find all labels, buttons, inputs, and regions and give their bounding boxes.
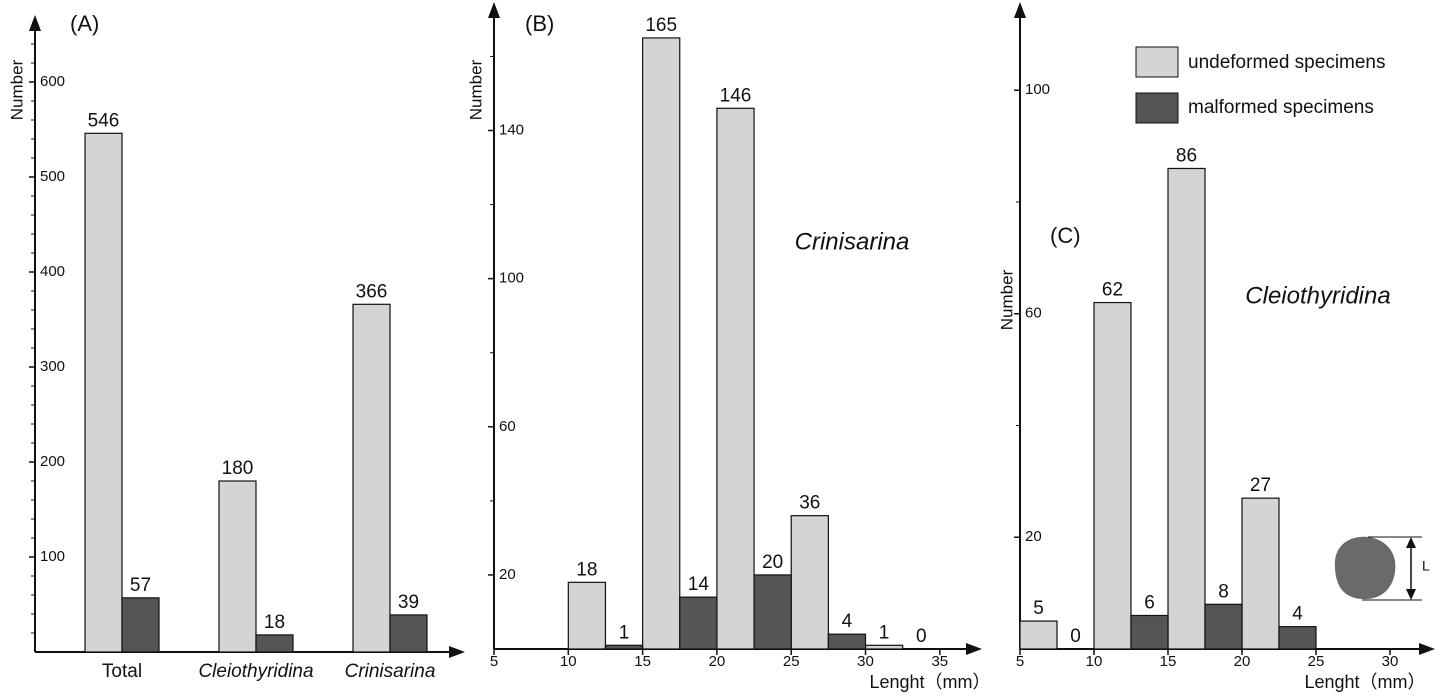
value-label: 366: [356, 281, 388, 302]
y-tick-label: 20: [499, 566, 516, 583]
y-tick-label: 200: [40, 453, 65, 470]
legend-label: undeformed specimens: [1188, 52, 1386, 73]
bar: [1204, 603, 1243, 650]
x-tick-label: 35: [931, 653, 948, 670]
axis-arrow: [29, 15, 41, 31]
x-tick-label: 5: [1016, 653, 1024, 670]
x-tick-label: 20: [709, 653, 726, 670]
x-tick-label: 15: [1160, 653, 1177, 670]
value-label: 39: [398, 592, 419, 613]
value-label: 1: [619, 622, 630, 643]
panel-subtitle: Cleiothyridina: [1245, 282, 1390, 309]
value-label: 0: [916, 626, 927, 647]
bar: [716, 107, 755, 650]
y-tick-label: 100: [499, 270, 524, 287]
value-label: 6: [1144, 592, 1155, 613]
y-tick-label: 500: [40, 168, 65, 185]
value-label: 20: [762, 552, 783, 573]
y-tick-label: 300: [40, 358, 65, 375]
y-tick-label: 100: [1025, 81, 1050, 98]
value-label: 1: [879, 622, 890, 643]
value-label: 180: [222, 458, 254, 479]
x-tick-label: 25: [1308, 653, 1325, 670]
legend-label: malformed specimens: [1188, 97, 1374, 118]
y-tick-label: 60: [1025, 305, 1042, 322]
y-axis-label: Number: [997, 269, 1016, 330]
value-label: 62: [1102, 280, 1123, 301]
x-axis-label: Lenght（mm）: [1304, 672, 1425, 692]
value-label: 36: [799, 493, 820, 514]
bar: [790, 515, 829, 650]
value-label: 4: [1292, 604, 1303, 625]
bar: [1241, 497, 1280, 650]
bar: [352, 303, 391, 653]
x-tick-label: 5: [490, 653, 498, 670]
value-label: 86: [1176, 145, 1197, 166]
panel-label: (C): [1050, 223, 1081, 248]
bar: [679, 596, 718, 650]
x-tick-label: Crinisarina: [345, 661, 436, 682]
y-tick-label: 600: [40, 73, 65, 90]
bar: [642, 37, 681, 650]
axis-arrow: [1419, 643, 1435, 655]
axis-arrow: [449, 646, 465, 658]
bar: [604, 644, 644, 650]
x-tick-label: 10: [1086, 653, 1103, 670]
bar: [1167, 167, 1206, 650]
panel-label: (A): [70, 11, 99, 36]
x-axis-label: Lenght（mm）: [869, 672, 990, 692]
bar: [84, 132, 123, 653]
y-tick-label: 100: [40, 548, 65, 565]
y-tick-label: 400: [40, 263, 65, 280]
value-label: 4: [842, 611, 853, 632]
value-label: 14: [688, 574, 710, 595]
legend-swatch: [1135, 92, 1179, 124]
value-label: 546: [88, 110, 120, 131]
axis-arrow: [966, 643, 982, 655]
bar: [827, 633, 867, 650]
x-tick-label: 20: [1234, 653, 1251, 670]
axis-arrow: [1014, 2, 1026, 18]
bar: [121, 597, 160, 653]
bar: [1019, 620, 1058, 650]
value-label: 5: [1033, 598, 1044, 619]
y-axis-label: Number: [466, 59, 485, 120]
y-tick-label: 60: [499, 418, 516, 435]
x-tick-label: 25: [783, 653, 800, 670]
value-label: 57: [130, 575, 151, 596]
value-label: 18: [264, 612, 285, 633]
x-tick-label: 30: [857, 653, 874, 670]
axis-arrow: [488, 2, 500, 18]
value-label: 146: [720, 85, 752, 106]
bar: [864, 644, 904, 650]
shell-icon: [1334, 536, 1422, 601]
bar: [218, 480, 257, 653]
value-label: 8: [1218, 581, 1229, 602]
value-label: 0: [1070, 626, 1081, 647]
bar: [1130, 614, 1169, 650]
value-label: 165: [645, 15, 677, 36]
value-label: 18: [576, 559, 597, 580]
x-tick-label: 10: [560, 653, 577, 670]
x-tick-label: Cleiothyridina: [198, 661, 313, 682]
value-label: 27: [1250, 475, 1271, 496]
x-tick-label: 15: [634, 653, 651, 670]
x-tick-label: 30: [1382, 653, 1399, 670]
image-label: L: [1422, 558, 1430, 574]
bar: [1093, 301, 1132, 650]
y-tick-label: 20: [1025, 528, 1042, 545]
panel-label: (B): [525, 11, 554, 36]
legend-swatch: [1135, 46, 1179, 78]
bar: [255, 634, 294, 653]
x-tick-label: Total: [102, 661, 142, 682]
y-tick-label: 140: [499, 121, 524, 138]
y-axis-label: Number: [7, 59, 26, 120]
bar: [567, 581, 607, 650]
bar: [753, 574, 792, 650]
bar: [1278, 626, 1317, 650]
bar: [389, 614, 428, 653]
panel-subtitle: Crinisarina: [795, 228, 910, 255]
